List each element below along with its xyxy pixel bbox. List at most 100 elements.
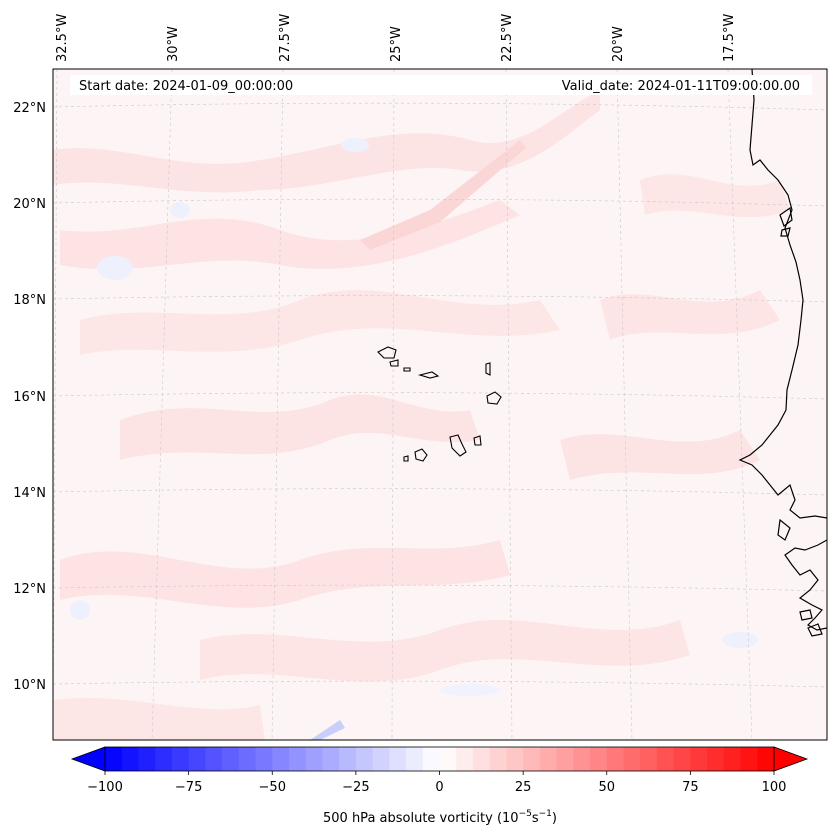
colorbar-cell <box>389 747 407 771</box>
vorticity-negative-patch <box>170 202 190 218</box>
colorbar-tick-label: −25 <box>342 780 369 795</box>
parallel <box>53 102 827 111</box>
colorbar-cell <box>523 747 541 771</box>
lon-tick-label: 20°W <box>611 26 626 62</box>
lat-tick-label: 22°N <box>13 101 46 116</box>
colorbar-cell <box>673 747 691 771</box>
colorbar-cell <box>690 747 708 771</box>
colorbar-tick-label: −50 <box>259 780 286 795</box>
latitude-ticks: 22°N 20°N 18°N 16°N 14°N 12°N 10°N <box>13 101 46 693</box>
lat-tick-label: 16°N <box>13 390 46 405</box>
colorbar-cell <box>640 747 658 771</box>
colorbar-cell <box>105 747 123 771</box>
start-date-label: Start date: 2024-01-09_00:00:00 <box>79 79 293 94</box>
vorticity-negative-patch <box>440 684 500 696</box>
meridian <box>271 69 284 740</box>
colorbar-cell <box>205 747 223 771</box>
vorticity-negative-patch <box>341 138 369 152</box>
meridian <box>505 69 513 740</box>
colorbar-cell <box>573 747 591 771</box>
map-frame <box>52 68 828 741</box>
vorticity-band <box>200 620 690 682</box>
colorbar-cell <box>121 747 139 771</box>
colorbar-extend-min <box>70 746 106 772</box>
colorbar-cell <box>238 747 256 771</box>
lon-tick-label: 32.5°W <box>55 14 70 62</box>
colorbar-cell <box>757 747 775 771</box>
colorbar-cell <box>422 747 440 771</box>
vorticity-band <box>53 697 265 740</box>
lat-tick-label: 10°N <box>13 678 46 693</box>
island-santiago <box>449 434 467 457</box>
island-maio <box>473 435 482 446</box>
colorbar-tick-label: −75 <box>175 780 202 795</box>
coastal-islet <box>779 206 793 237</box>
vorticity-negative-patch <box>70 600 90 620</box>
colorbar: −100 −75 −50 −25 0 25 50 75 100 500 hPa absolute… <box>70 746 809 826</box>
colorbar-cell <box>305 747 323 771</box>
lat-tick-label: 18°N <box>13 293 46 308</box>
colorbar-cell <box>740 747 758 771</box>
colorbar-cell <box>456 747 474 771</box>
lon-tick-label: 17.5°W <box>722 14 737 62</box>
island-fogo <box>414 448 428 462</box>
lon-tick-label: 22.5°W <box>500 14 515 62</box>
parallel <box>53 488 827 496</box>
colorbar-cell <box>222 747 240 771</box>
island-boa-vista <box>486 391 502 405</box>
map-panel: Start date: 2024-01-09_00:00:00 Valid_da… <box>52 68 828 741</box>
colorbar-cell <box>539 747 557 771</box>
colorbar-cells <box>105 747 775 771</box>
longitude-ticks: 32.5°W 30°W 27.5°W 25°W 22.5°W 20°W 17.5… <box>55 14 737 62</box>
colorbar-cell <box>590 747 608 771</box>
colorbar-cell <box>339 747 357 771</box>
colorbar-cell <box>472 747 491 771</box>
vorticity-negative-patch <box>310 720 345 740</box>
lon-tick-label: 25°W <box>389 26 404 62</box>
colorbar-ticks: −100 −75 −50 −25 0 25 50 75 100 <box>87 771 786 795</box>
lat-tick-label: 12°N <box>13 582 46 597</box>
colorbar-cell <box>406 747 424 771</box>
colorbar-label-exp2: −1 <box>539 809 552 819</box>
colorbar-label-exp1: −5 <box>519 809 532 819</box>
meridian <box>727 69 753 740</box>
vorticity-band <box>360 140 526 250</box>
vorticity-band <box>60 200 520 270</box>
colorbar-label-prefix: 500 hPa absolute vorticity (10 <box>323 811 519 826</box>
parallel <box>53 584 827 592</box>
meridian <box>391 69 395 740</box>
meridian <box>616 69 633 740</box>
colorbar-cell <box>188 747 206 771</box>
vorticity-field <box>53 90 790 740</box>
vorticity-band <box>60 540 510 608</box>
colorbar-tick-label: 100 <box>762 780 787 795</box>
colorbar-cell <box>171 747 190 771</box>
vorticity-negative-patch <box>97 256 133 280</box>
colorbar-cell <box>155 747 173 771</box>
parallel <box>53 295 827 303</box>
guinea-bissau-islands <box>777 518 823 637</box>
colorbar-extend-max <box>773 746 809 772</box>
lon-tick-label: 30°W <box>166 26 181 62</box>
vorticity-band <box>80 290 560 355</box>
colorbar-cell <box>272 747 290 771</box>
colorbar-cell <box>707 747 725 771</box>
vorticity-negative-patch <box>722 632 758 648</box>
africa-coastline-south <box>784 539 827 631</box>
parallel <box>53 198 827 207</box>
lat-tick-label: 14°N <box>13 486 46 501</box>
colorbar-cell <box>439 747 457 771</box>
island-sao-nicolau <box>417 371 440 379</box>
vorticity-band <box>560 430 760 480</box>
island-santa-luzia <box>403 367 411 372</box>
island-sao-vicente <box>389 359 399 367</box>
parallel <box>53 392 827 400</box>
meridian <box>53 69 58 740</box>
meridian <box>151 69 173 740</box>
colorbar-tick-label: 25 <box>515 780 532 795</box>
colorbar-cell <box>556 747 574 771</box>
colorbar-tick-label: 75 <box>682 780 699 795</box>
valid-date-label: Valid_date: 2024-01-11T09:00:00.00 <box>562 79 800 94</box>
cape-verde-islands <box>377 346 502 462</box>
